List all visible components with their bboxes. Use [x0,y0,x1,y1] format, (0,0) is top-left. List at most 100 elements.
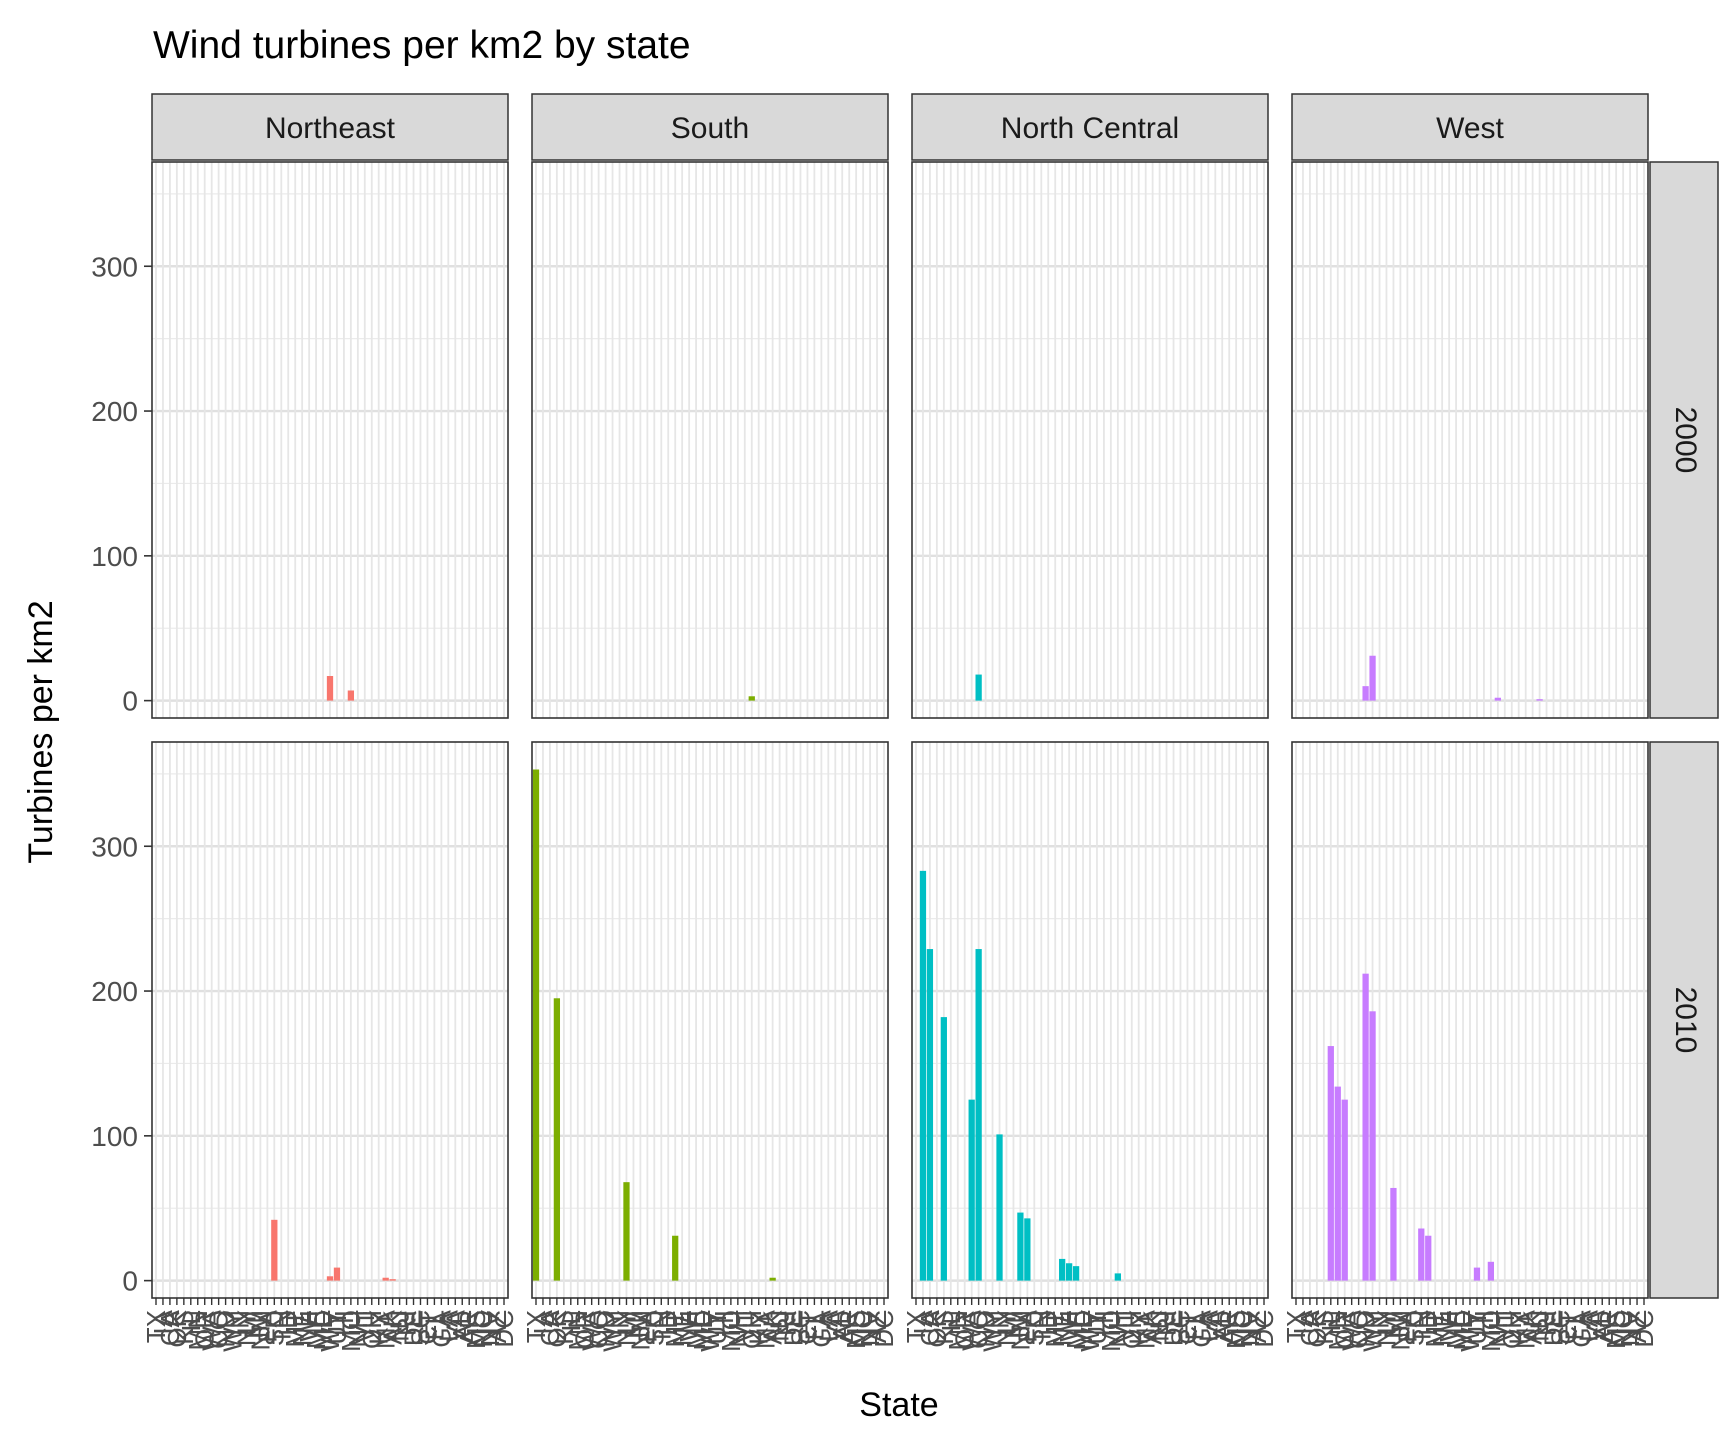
x-tick-label: MS [1601,1310,1631,1349]
facet-strip-column-label: West [1436,112,1504,145]
y-tick-label: 300 [91,831,138,862]
x-tick-label: OR [1330,1310,1360,1349]
bar-ne [1059,1258,1066,1281]
x-tick-label: TN [266,1310,296,1345]
facet-strip-row-label: 2000 [1669,407,1702,474]
x-tick-label: WI [1434,1310,1464,1342]
x-tick-label: TX [141,1310,171,1343]
x-tick-label: AK [758,1309,788,1344]
facet-strip-column [1291,93,1649,161]
x-tick-label: AZ [1242,1310,1272,1343]
facet-strip-column [531,93,889,161]
x-tick-label: WI [294,1310,324,1342]
bar-ut [333,1267,341,1281]
x-tick-label: MD [308,1310,338,1350]
x-tick-label: AZ [1622,1310,1652,1343]
x-tick-label: AR [454,1310,484,1346]
x-tick-label: ND [591,1310,621,1348]
x-tick-label: CT [1552,1310,1582,1345]
x-tick-label: NY [611,1310,641,1346]
x-tick-label: IL [1316,1310,1346,1332]
bar-nj [1536,699,1543,701]
x-tick-label: VA [1580,1309,1610,1342]
x-tick-label: RI [772,1310,802,1336]
x-tick-label: WV [315,1309,345,1352]
x-tick-label: NV [1615,1309,1645,1346]
x-tick-label: ME [1441,1310,1471,1349]
x-tick-label: CA [915,1309,945,1346]
x-tick-label: NM [1005,1310,1035,1350]
x-tick-label: ND [1351,1310,1381,1348]
x-tick-label: NY [1371,1310,1401,1346]
x-tick-label: FL [1179,1310,1209,1340]
x-tick-label: MS [841,1310,871,1349]
x-tick-label: MO [1096,1310,1126,1352]
bar-nh [1494,697,1501,701]
x-tick-label: ID [1413,1310,1443,1336]
x-tick-label: IA [148,1309,178,1334]
x-tick-label: SC [1545,1310,1575,1346]
bar-wy [1369,1011,1376,1281]
bar-ny [623,1182,630,1281]
x-tick-label: WA [1337,1309,1367,1351]
x-tick-label: NY [991,1310,1021,1346]
x-tick-label: CO [964,1310,994,1349]
x-tick-label: IN [985,1310,1015,1336]
x-tick-label: SC [1165,1310,1195,1346]
bar-ma [382,1277,389,1281]
x-tick-label: ID [273,1310,303,1336]
x-tick-label: MT [1420,1310,1450,1348]
bar-mt [672,1235,679,1281]
bar-mn [1334,1086,1341,1281]
x-tick-label: AR [834,1310,864,1346]
x-tick-label: ND [211,1310,241,1348]
x-tick-label: HI [709,1310,739,1336]
x-tick-label: NJ [1145,1310,1175,1342]
x-tick-label: AZ [862,1310,892,1343]
x-tick-label: TX [1281,1310,1311,1343]
x-tick-label: LA [433,1309,463,1341]
facet-strip-column [151,93,509,161]
x-tick-label: GA [1186,1309,1216,1347]
x-tick-label: UT [702,1310,732,1345]
x-tick-label: KS [929,1310,959,1345]
x-tick-label: WY [978,1310,1008,1352]
x-tick-label: KY [1504,1310,1534,1345]
y-tick-label: 100 [91,1121,138,1152]
x-tick-label: MO [716,1310,746,1352]
x-tick-label: KY [744,1310,774,1345]
x-tick-label: IA [528,1309,558,1334]
bar-sd [271,1219,278,1281]
x-tick-label: CA [155,1309,185,1346]
bar-wv [326,676,334,701]
x-tick-label: CO [204,1310,234,1349]
x-tick-label: PA [252,1309,282,1342]
x-tick-label: AK [1138,1309,1168,1344]
x-tick-label: KS [169,1310,199,1345]
x-tick-label: NH [723,1310,753,1348]
x-tick-label: NJ [385,1310,415,1342]
x-axis-title: State [859,1386,938,1424]
bar-ks [940,1017,947,1281]
x-tick-label: VT [1110,1310,1140,1343]
x-tick-label: ID [1033,1310,1063,1336]
x-tick-label: MI [238,1310,268,1339]
x-tick-label: AK [1518,1309,1548,1344]
facet-strip-row-label: 2010 [1669,987,1702,1054]
x-tick-label: AL [1207,1310,1237,1342]
bar-wy [1369,655,1376,701]
x-tick-label: IL [176,1310,206,1332]
bar-ia [919,870,927,1281]
x-tick-label: MO [1476,1310,1506,1352]
y-tick-label: 0 [122,686,138,717]
x-tick-label: MN [943,1310,973,1350]
x-tick-label: NE [1427,1310,1457,1346]
y-tick-label: 200 [91,396,138,427]
x-tick-label: SC [785,1310,815,1346]
facet-strip-column-label: Northeast [265,112,396,145]
x-tick-label: WY [218,1310,248,1352]
bar-ok [553,998,561,1281]
x-tick-label: VA [1200,1309,1230,1342]
x-tick-label: RI [392,1310,422,1336]
